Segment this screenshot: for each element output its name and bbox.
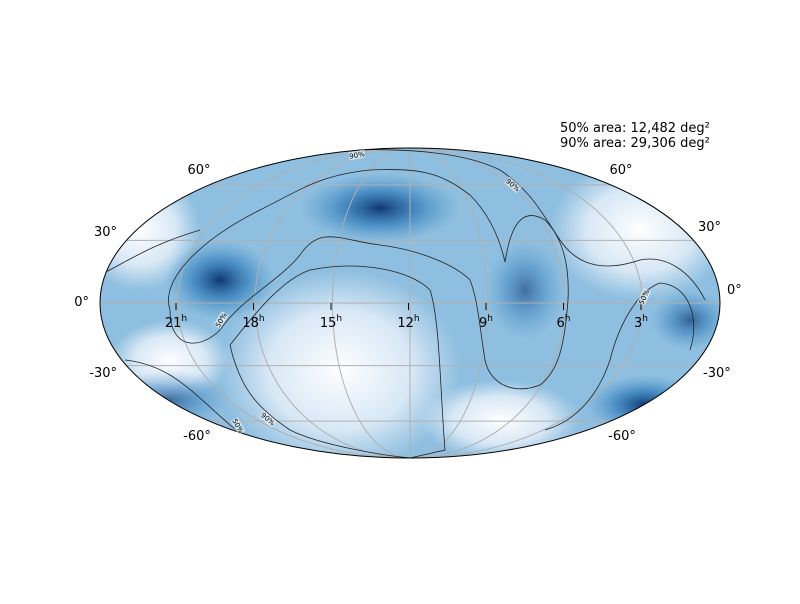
ra-value: 6	[557, 316, 565, 331]
ra-value: 3	[634, 316, 642, 331]
ra-unit: h	[414, 314, 420, 324]
ra-unit: h	[565, 314, 571, 324]
dec-label: -30°	[89, 366, 117, 381]
ra-label: 3h	[634, 314, 648, 331]
ra-unit: h	[259, 314, 265, 324]
dec-label: 0°	[727, 283, 742, 298]
ra-value: 15	[320, 316, 337, 331]
contour-label-bg	[259, 410, 277, 428]
ra-unit: h	[487, 314, 493, 324]
ra-label: 12h	[397, 314, 419, 331]
heatmap	[100, 148, 720, 458]
contour-label-bg	[504, 176, 522, 194]
dec-label: 30°	[94, 225, 117, 240]
dec-label: 30°	[698, 220, 721, 235]
contour-label-bg	[230, 417, 246, 435]
ra-value: 9	[479, 316, 487, 331]
ra-unit: h	[181, 314, 187, 324]
ra-unit: h	[336, 314, 342, 324]
ra-label: 6h	[557, 314, 571, 331]
map-border	[99, 147, 721, 459]
ra-label: 15h	[320, 314, 342, 331]
dec-label: -60°	[608, 429, 636, 444]
ra-label: 9h	[479, 314, 493, 331]
ra-label: 18h	[242, 314, 264, 331]
meridian	[409, 148, 488, 458]
contour-label-bg	[636, 288, 652, 306]
contour-label-bg	[213, 311, 229, 329]
meridian	[332, 148, 411, 458]
dec-label: 60°	[187, 163, 210, 178]
ra-value: 21	[165, 316, 182, 331]
contour-label-bg	[348, 149, 366, 161]
dec-label: -30°	[703, 366, 731, 381]
ra-label: 21h	[165, 314, 187, 331]
ra-value: 12	[397, 316, 414, 331]
dec-label: -60°	[183, 429, 211, 444]
area-annotation: 90% area: 29,306 deg²	[560, 136, 710, 151]
ra-value: 18	[242, 316, 259, 331]
meridian	[176, 148, 411, 458]
ra-unit: h	[642, 314, 648, 324]
area-annotation: 50% area: 12,482 deg²	[560, 121, 710, 136]
dec-label: 0°	[74, 295, 89, 310]
contour-label: 90%	[349, 150, 366, 161]
dec-label: 60°	[609, 163, 632, 178]
